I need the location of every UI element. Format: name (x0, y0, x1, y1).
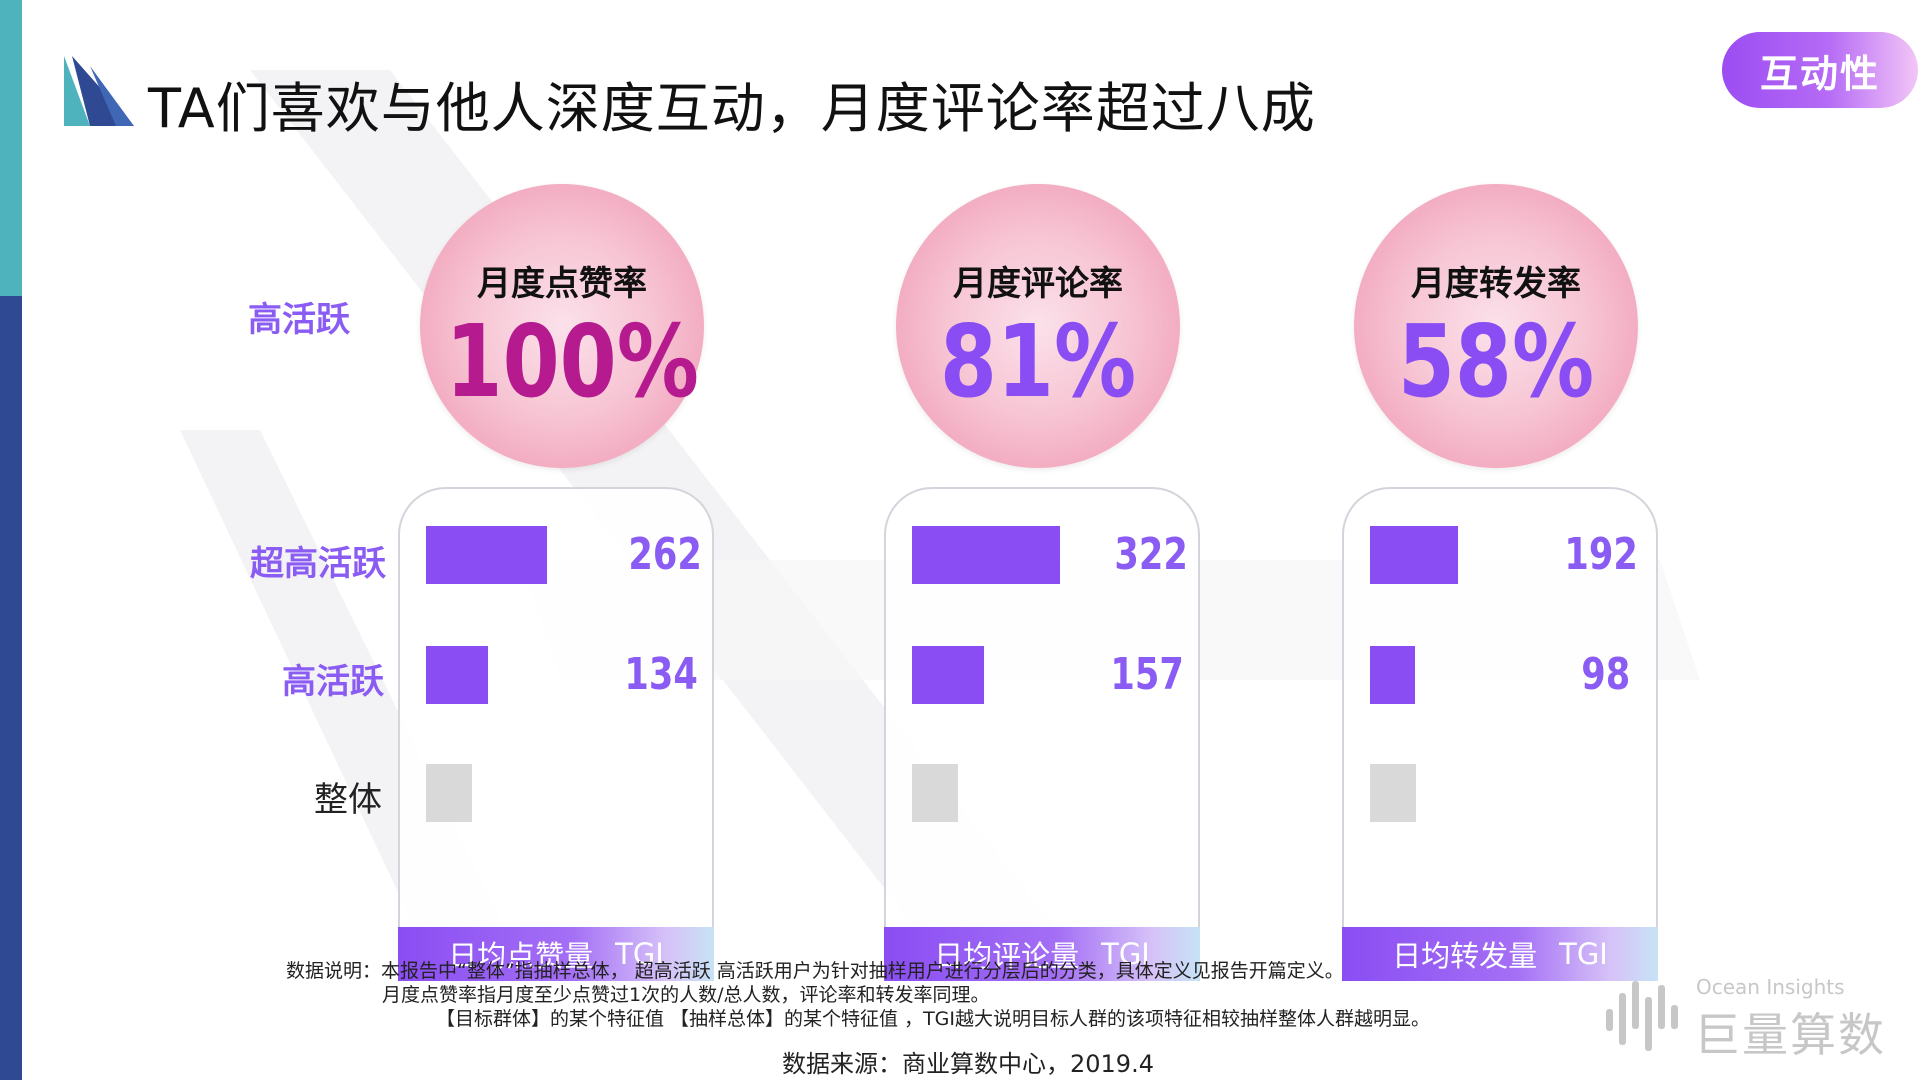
share-tgi-footer: 日均转发量 TGI (1342, 927, 1658, 981)
share-tgi-panel: 192 98 日均转发量 TGI (1342, 487, 1658, 981)
comment-tgi-footer: 日均评论量 TGI (884, 927, 1200, 981)
share-footer-unit: TGI (1559, 937, 1608, 971)
comment-value-active: 157 (1110, 649, 1184, 700)
share-bar-active (1370, 646, 1415, 704)
row-label-overall: 整体 (314, 780, 382, 820)
brand-en: Ocean Insights (1696, 975, 1845, 999)
share-value-active: 98 (1581, 649, 1630, 700)
like-rate-label: 月度点赞率 (477, 264, 647, 304)
circle-row-label: 高活跃 (248, 300, 350, 340)
comment-value-super-active: 322 (1114, 529, 1188, 580)
comment-bar-overall (912, 764, 958, 822)
like-footer-metric: 日均点赞量 (448, 939, 594, 973)
comment-footer-metric: 日均评论量 (934, 939, 1080, 973)
share-footer-metric: 日均转发量 (1392, 939, 1538, 973)
comment-rate-circle: 月度评论率 81% (896, 184, 1180, 468)
comment-footer-unit: TGI (1101, 937, 1150, 971)
note-line-2: 月度点赞率指月度至少点赞过1次的人数/总人数，评论率和转发率同理。 (382, 984, 990, 1006)
like-rate-circle: 月度点赞率 100% (420, 184, 704, 468)
share-bar-overall (1370, 764, 1416, 822)
side-accent-top (0, 0, 22, 296)
section-tag: 互动性 (1722, 32, 1918, 108)
comment-bar-super-active (912, 526, 1060, 584)
comment-rate-value: 81% (939, 303, 1137, 420)
comment-bar-active (912, 646, 984, 704)
note-line-1: 数据说明：本报告中“整体”指抽样总体， 超高活跃 高活跃用户为针对抽样用户进行分… (286, 960, 1344, 982)
page-title: TA们喜欢与他人深度互动，月度评论率超过八成 (148, 77, 1316, 140)
like-tgi-footer: 日均点赞量 TGI (398, 927, 714, 981)
like-bar-active (426, 646, 488, 704)
share-rate-circle: 月度转发率 58% (1354, 184, 1638, 468)
comment-rate-label: 月度评论率 (953, 264, 1123, 304)
share-value-super-active: 192 (1564, 529, 1638, 580)
brand-cn: 巨量算数 (1694, 1008, 1886, 1062)
row-label-super-active: 超高活跃 (250, 544, 386, 584)
like-value-active: 134 (624, 649, 698, 700)
report-logo-icon (64, 56, 134, 126)
note-line-3: 【目标群体】的某个特征值 【抽样总体】的某个特征值 ，TGI越大说明目标人群的该… (436, 1008, 1431, 1030)
share-rate-label: 月度转发率 (1411, 264, 1581, 304)
like-tgi-panel: 262 134 日均点赞量 TGI (398, 487, 714, 981)
row-label-active: 高活跃 (282, 662, 384, 702)
side-accent-bottom (0, 296, 22, 1080)
like-bar-super-active (426, 526, 547, 584)
like-bar-overall (426, 764, 472, 822)
data-source: 数据来源：商业算数中心，2019.4 (782, 1050, 1154, 1078)
brand-bars-icon (1606, 981, 1678, 1051)
brand-logo: Ocean Insights 巨量算数 (1604, 975, 1894, 1062)
share-bar-super-active (1370, 526, 1458, 584)
like-rate-value: 100% (445, 303, 699, 420)
comment-tgi-panel: 322 157 日均评论量 TGI (884, 487, 1200, 981)
like-value-super-active: 262 (628, 529, 702, 580)
share-rate-value: 58% (1397, 303, 1595, 420)
like-footer-unit: TGI (615, 937, 664, 971)
